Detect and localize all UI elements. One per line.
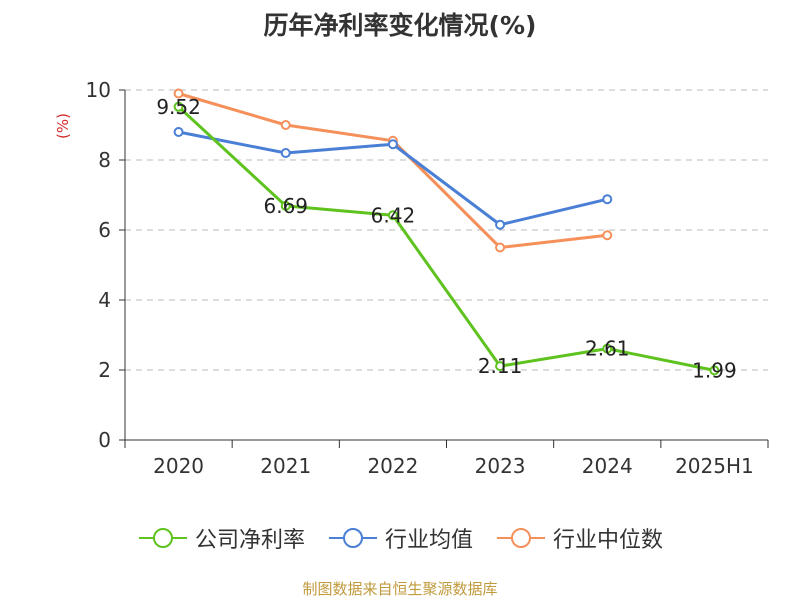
data-point <box>495 242 506 253</box>
legend-swatch <box>328 528 377 548</box>
legend-label: 行业中位数 <box>553 528 664 553</box>
data-point <box>709 365 720 376</box>
axes: 0 2 4 6 8 10 (%) 2020 2021 2022 2023 2024 2025H1 <box>54 78 769 478</box>
legend-item[interactable]: 公司净利率 <box>137 522 305 554</box>
y-tick-label: 10 <box>86 78 111 102</box>
data-point <box>602 343 613 354</box>
legend: 公司净利率 行业均值 行业中位数 <box>0 518 800 558</box>
data-label: 2.11 <box>478 354 523 378</box>
data-label: 2.61 <box>585 337 630 361</box>
data-point <box>173 88 184 99</box>
data-label: 6.42 <box>371 203 416 227</box>
data-point <box>602 194 613 205</box>
data-point <box>173 127 184 137</box>
data-point <box>173 101 184 112</box>
x-tick-label: 2024 <box>582 454 633 478</box>
series-layer <box>173 88 720 376</box>
y-tick-label: 8 <box>98 148 111 172</box>
grid-lines <box>125 89 768 371</box>
chart-title: 历年净利率变化情况(%) <box>263 11 537 40</box>
y-axis-label: (%) <box>54 113 72 139</box>
legend-swatch <box>497 528 545 548</box>
x-tick-label: 2025H1 <box>675 454 754 478</box>
data-label: 1.99 <box>692 358 737 382</box>
y-tick-label: 0 <box>98 428 111 452</box>
y-tick-label: 6 <box>98 218 111 242</box>
y-tick-label: 4 <box>98 288 111 312</box>
data-point <box>387 139 398 150</box>
data-point <box>280 200 291 211</box>
data-labels: 9.52 6.69 6.42 2.11 2.61 1.99 <box>156 95 736 383</box>
legend-label: 公司净利率 <box>194 528 305 553</box>
data-point <box>280 148 291 158</box>
data-point <box>387 210 398 221</box>
x-tick-label: 2020 <box>153 454 204 478</box>
y-tick-label: 2 <box>98 358 111 382</box>
x-tick-label: 2022 <box>367 454 418 478</box>
data-label: 6.69 <box>263 194 308 218</box>
x-tick-label: 2021 <box>260 454 311 478</box>
data-point <box>602 230 613 241</box>
legend-swatch <box>138 528 187 548</box>
data-label: 9.52 <box>156 95 201 119</box>
legend-item[interactable]: 行业均值 <box>327 522 473 554</box>
legend-label: 行业均值 <box>384 528 473 553</box>
series-line-0 <box>177 105 715 372</box>
x-tick-label: 2023 <box>475 454 526 478</box>
data-point <box>280 120 291 130</box>
source-note: 制图数据来自恒生聚源数据库 <box>302 580 498 598</box>
data-point <box>495 219 506 230</box>
legend-item[interactable]: 行业中位数 <box>495 522 663 554</box>
data-point <box>495 361 506 372</box>
